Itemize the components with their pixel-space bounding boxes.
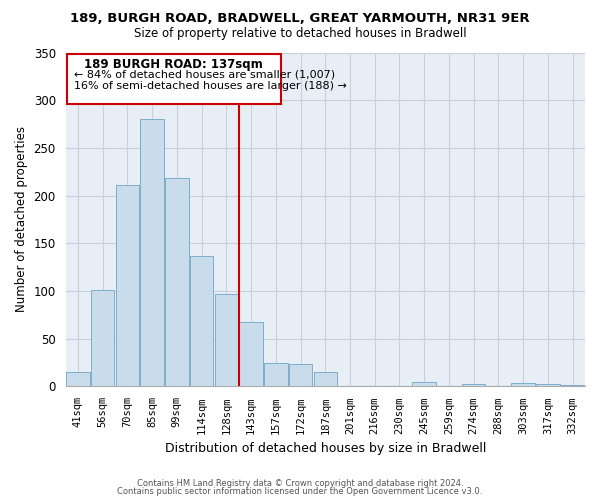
Bar	[91, 290, 115, 386]
X-axis label: Distribution of detached houses by size in Bradwell: Distribution of detached houses by size …	[164, 442, 486, 455]
Bar	[462, 384, 485, 386]
Bar	[412, 382, 436, 386]
Bar	[66, 372, 89, 386]
Text: Contains HM Land Registry data © Crown copyright and database right 2024.: Contains HM Land Registry data © Crown c…	[137, 478, 463, 488]
Bar	[511, 382, 535, 386]
FancyBboxPatch shape	[67, 54, 281, 104]
Bar	[264, 362, 287, 386]
Bar	[140, 120, 164, 386]
Text: Contains public sector information licensed under the Open Government Licence v3: Contains public sector information licen…	[118, 487, 482, 496]
Bar	[289, 364, 312, 386]
Bar	[536, 384, 560, 386]
Text: Size of property relative to detached houses in Bradwell: Size of property relative to detached ho…	[134, 28, 466, 40]
Bar	[116, 185, 139, 386]
Y-axis label: Number of detached properties: Number of detached properties	[15, 126, 28, 312]
Bar	[561, 384, 584, 386]
Text: 189 BURGH ROAD: 137sqm: 189 BURGH ROAD: 137sqm	[85, 58, 263, 71]
Text: 189, BURGH ROAD, BRADWELL, GREAT YARMOUTH, NR31 9ER: 189, BURGH ROAD, BRADWELL, GREAT YARMOUT…	[70, 12, 530, 26]
Bar	[314, 372, 337, 386]
Bar	[190, 256, 214, 386]
Bar	[239, 322, 263, 386]
Bar	[215, 294, 238, 386]
Text: ← 84% of detached houses are smaller (1,007): ← 84% of detached houses are smaller (1,…	[74, 70, 335, 80]
Bar	[165, 178, 188, 386]
Text: 16% of semi-detached houses are larger (188) →: 16% of semi-detached houses are larger (…	[74, 81, 347, 91]
